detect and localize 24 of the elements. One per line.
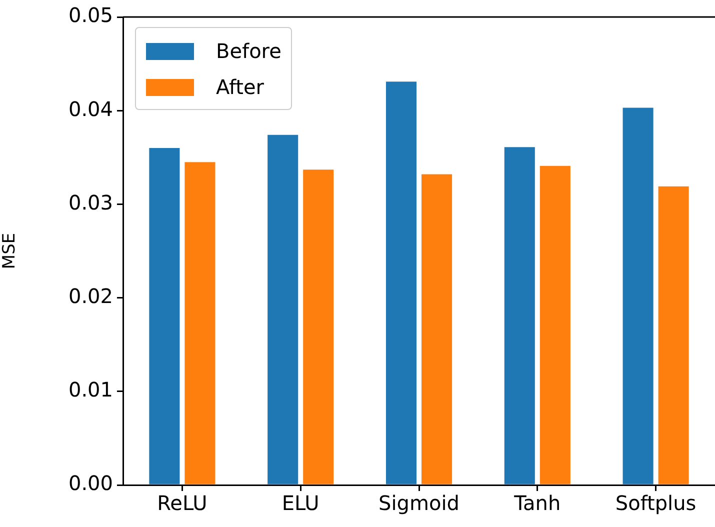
y-axis-title: MSE [0, 232, 20, 270]
bar [303, 170, 334, 484]
bar [149, 148, 180, 484]
y-tick-label: 0.02 [68, 284, 113, 308]
y-tick-label: 0.04 [68, 96, 113, 121]
bar [504, 147, 535, 484]
x-tick-label: Tanh [513, 491, 561, 516]
bar [658, 186, 689, 484]
x-tick-label: Sigmoid [378, 491, 460, 516]
y-tick-label: 0.01 [68, 378, 113, 402]
bar [421, 174, 452, 484]
bar [540, 166, 570, 484]
bar [386, 82, 417, 484]
bar [622, 108, 654, 484]
y-tick-label: 0.00 [68, 471, 113, 496]
y-tick-label: 0.03 [68, 190, 113, 214]
bar [184, 162, 216, 484]
x-tick-label: Softplus [615, 491, 696, 516]
x-tick-label: ELU [282, 491, 320, 516]
legend-label: Before [216, 39, 282, 63]
y-tick-label: 0.05 [68, 3, 113, 28]
bar [268, 134, 298, 484]
x-tick-label: ReLU [157, 491, 208, 516]
legend-label: After [216, 75, 264, 99]
